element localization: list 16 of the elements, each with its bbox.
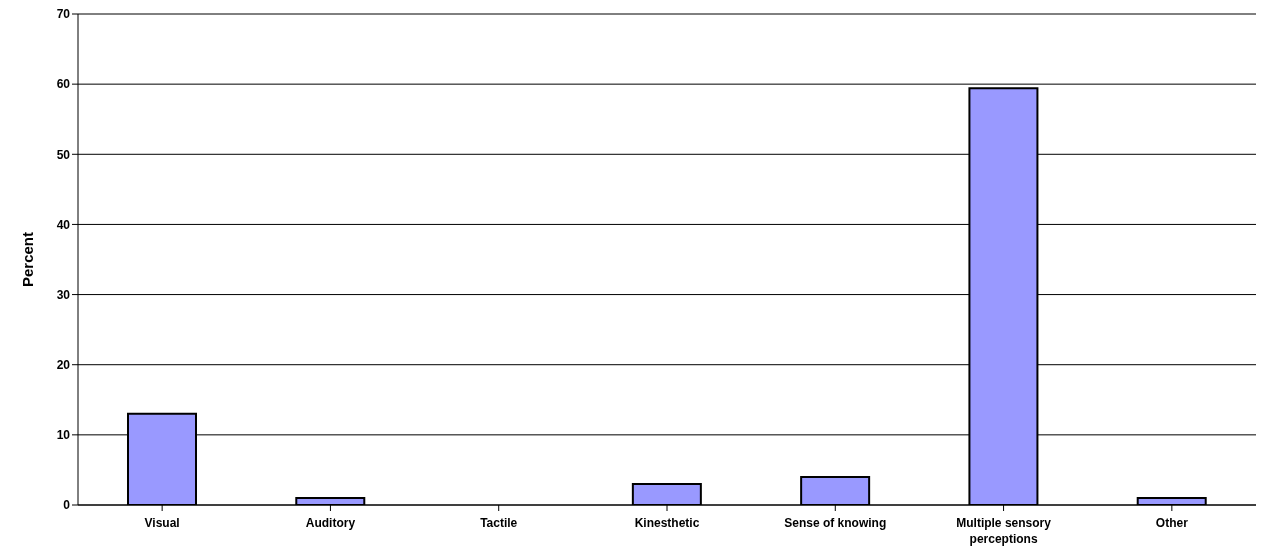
y-axis-title: Percent — [19, 231, 37, 288]
x-tick-label: Auditory — [305, 516, 356, 530]
x-tick-label: Kinesthetic — [634, 516, 700, 530]
y-tick-label: 10 — [56, 428, 71, 443]
y-tick-label: 70 — [56, 7, 71, 22]
y-tick-label: 30 — [56, 287, 71, 302]
y-tick-label: 40 — [56, 217, 71, 232]
y-tick-label: 20 — [56, 357, 71, 372]
y-tick-label: 60 — [56, 77, 71, 92]
x-tick-label: Tactile — [480, 516, 518, 530]
x-tick-label: Sense of knowing — [784, 516, 887, 530]
x-tick-label: Multiple sensory perceptions — [956, 516, 1052, 546]
x-tick-label: Other — [1155, 516, 1189, 530]
y-tick-label: 50 — [56, 147, 71, 162]
y-tick-label: 0 — [63, 498, 71, 513]
x-tick-label: Visual — [144, 516, 180, 530]
